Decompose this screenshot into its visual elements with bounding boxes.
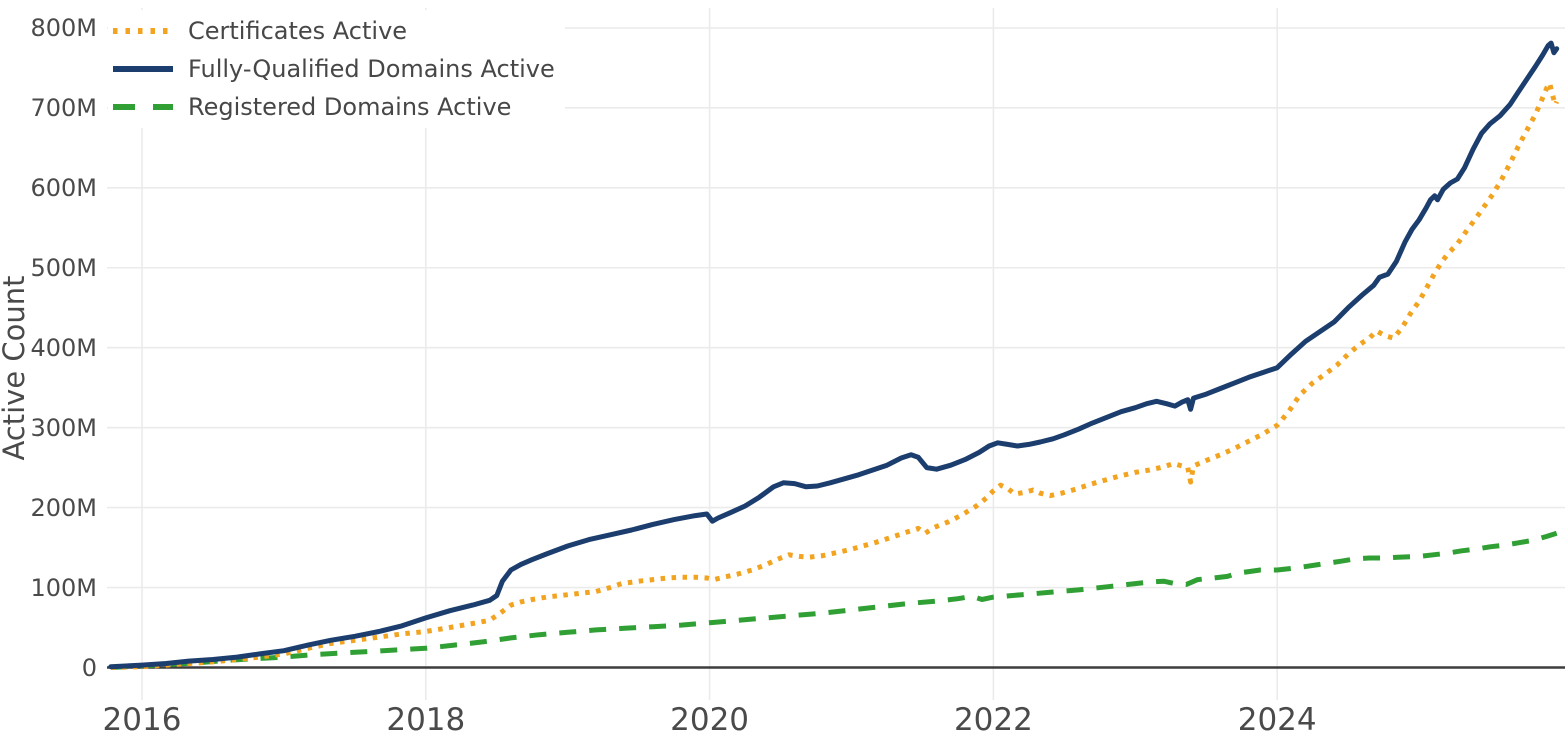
legend-label: Registered Domains Active [188,93,512,121]
y-tick-label: 700M [30,93,97,122]
y-tick-label: 400M [30,333,97,362]
legend-label: Fully-Qualified Domains Active [188,55,555,83]
x-tick-label: 2018 [386,702,466,738]
y-tick-label: 300M [30,413,97,442]
dotted-line-swatch-icon [113,28,173,34]
legend-item-certificates-active[interactable]: Certificates Active [112,12,555,50]
y-tick-label: 100M [30,573,97,602]
legend-item-fully-qualified-domains-active[interactable]: Fully-Qualified Domains Active [112,50,555,88]
series-lines [108,40,1560,670]
series-line-fully-qualified-domains-active [108,40,1560,670]
legend-label: Certificates Active [188,17,408,45]
legend-item-registered-domains-active[interactable]: Registered Domains Active [112,88,555,126]
dashed-line-swatch-icon [113,104,173,110]
y-tick-label: 500M [30,253,97,282]
legend: Certificates Active Fully-Qualified Doma… [108,10,565,128]
x-tick-label: 2020 [670,702,750,738]
series-line-certificates-active [110,80,1559,670]
y-tick-label: 200M [30,493,97,522]
series-line-registered-domains-active [110,530,1558,670]
y-tick-label: 800M [30,13,97,42]
solid-line-swatch-icon [113,66,173,72]
y-tick-label: 0 [81,653,97,682]
x-tick-label: 2022 [953,702,1033,738]
x-tick-label: 2024 [1237,702,1317,738]
y-tick-label: 600M [30,173,97,202]
x-tick-label: 2016 [102,702,182,738]
